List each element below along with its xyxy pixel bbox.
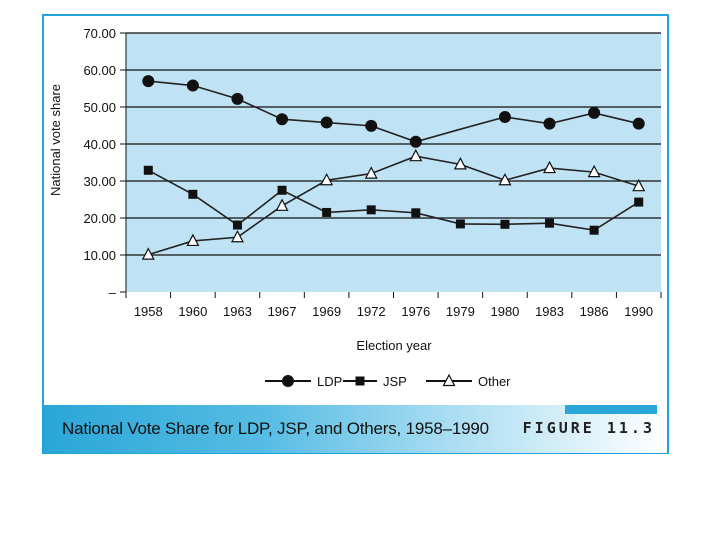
x-tick-label: 1960 <box>178 304 207 319</box>
legend-entry-ldp: LDP <box>265 374 342 389</box>
y-tick-label: 70.00 <box>83 26 116 41</box>
point-jsp-1958 <box>143 165 153 175</box>
point-ldp-1990 <box>632 117 645 130</box>
caption-title: National Vote Share for LDP, JSP, and Ot… <box>62 419 489 438</box>
x-axis-label: Election year <box>356 338 432 353</box>
point-ldp-1958 <box>142 75 155 88</box>
x-tick-label: 1986 <box>580 304 609 319</box>
point-other-1958 <box>141 247 155 260</box>
point-other-1990 <box>632 178 646 192</box>
point-ldp-1972 <box>365 119 378 132</box>
point-jsp-1967 <box>277 185 287 195</box>
figure-tab <box>565 405 657 414</box>
point-ldp-1986 <box>588 106 601 119</box>
y-tick-label: 50.00 <box>83 100 116 115</box>
y-tick-label: – <box>109 285 117 300</box>
legend: LDP JSP Other <box>265 373 511 389</box>
point-jsp-1972 <box>366 205 376 215</box>
point-other-1967 <box>275 198 289 211</box>
point-other-1976 <box>409 148 423 162</box>
point-ldp-1976 <box>409 135 422 148</box>
point-other-1980 <box>498 172 512 186</box>
point-ldp-1969 <box>320 116 333 129</box>
point-jsp-1963 <box>232 220 242 230</box>
legend-entry-other: Other <box>426 373 511 389</box>
figure-label: FIGURE 11.3 <box>522 419 655 437</box>
x-tick-label: 1979 <box>446 304 475 319</box>
point-other-1986 <box>587 164 601 178</box>
x-tick-label: 1969 <box>312 304 341 319</box>
x-tick-label: 1976 <box>401 304 430 319</box>
point-jsp-1980 <box>500 219 510 229</box>
legend-marker-jsp <box>355 376 365 386</box>
point-other-1979 <box>453 157 467 170</box>
point-jsp-1960 <box>188 189 198 199</box>
y-tick-label: 20.00 <box>83 211 116 226</box>
point-jsp-1986 <box>589 225 599 235</box>
point-ldp-1980 <box>498 110 511 123</box>
legend-entry-jsp: JSP <box>343 374 407 389</box>
y-tick-label: 10.00 <box>83 248 116 263</box>
point-other-1960 <box>186 233 200 247</box>
point-ldp-1960 <box>186 79 199 92</box>
y-axis-label: National vote share <box>48 84 63 196</box>
x-tick-label: 1963 <box>223 304 252 319</box>
legend-marker-ldp <box>282 375 294 387</box>
series-jsp <box>143 165 644 235</box>
series-other <box>141 148 646 260</box>
y-tick-label: 60.00 <box>83 63 116 78</box>
point-other-1983 <box>543 160 557 174</box>
point-ldp-1963 <box>231 92 244 105</box>
y-tick-label: 30.00 <box>83 174 116 189</box>
caption-bar: National Vote Share for LDP, JSP, and Ot… <box>44 405 667 453</box>
series-line-ldp <box>148 80 639 143</box>
y-tick-label: 40.00 <box>83 137 116 152</box>
series-line-jsp <box>147 169 640 232</box>
point-jsp-1990 <box>634 197 644 207</box>
legend-marker-other <box>442 373 456 387</box>
legend-label: LDP <box>317 374 342 389</box>
series-ldp <box>142 75 645 148</box>
legend-label: JSP <box>383 374 407 389</box>
point-jsp-1969 <box>322 207 332 217</box>
point-jsp-1979 <box>455 219 465 229</box>
point-jsp-1983 <box>545 218 555 228</box>
point-other-1972 <box>364 166 378 179</box>
point-jsp-1976 <box>411 208 421 218</box>
point-ldp-1983 <box>543 117 556 130</box>
point-other-1969 <box>320 172 334 186</box>
x-tick-label: 1990 <box>624 304 653 319</box>
point-other-1963 <box>230 229 244 243</box>
plot-background <box>126 33 661 292</box>
x-tick-label: 1967 <box>268 304 297 319</box>
x-tick-label: 1972 <box>357 304 386 319</box>
series-line-other <box>148 155 639 256</box>
x-tick-label: 1983 <box>535 304 564 319</box>
point-ldp-1967 <box>276 113 289 126</box>
x-tick-label: 1958 <box>134 304 163 319</box>
legend-label: Other <box>478 374 511 389</box>
x-tick-label: 1980 <box>490 304 519 319</box>
